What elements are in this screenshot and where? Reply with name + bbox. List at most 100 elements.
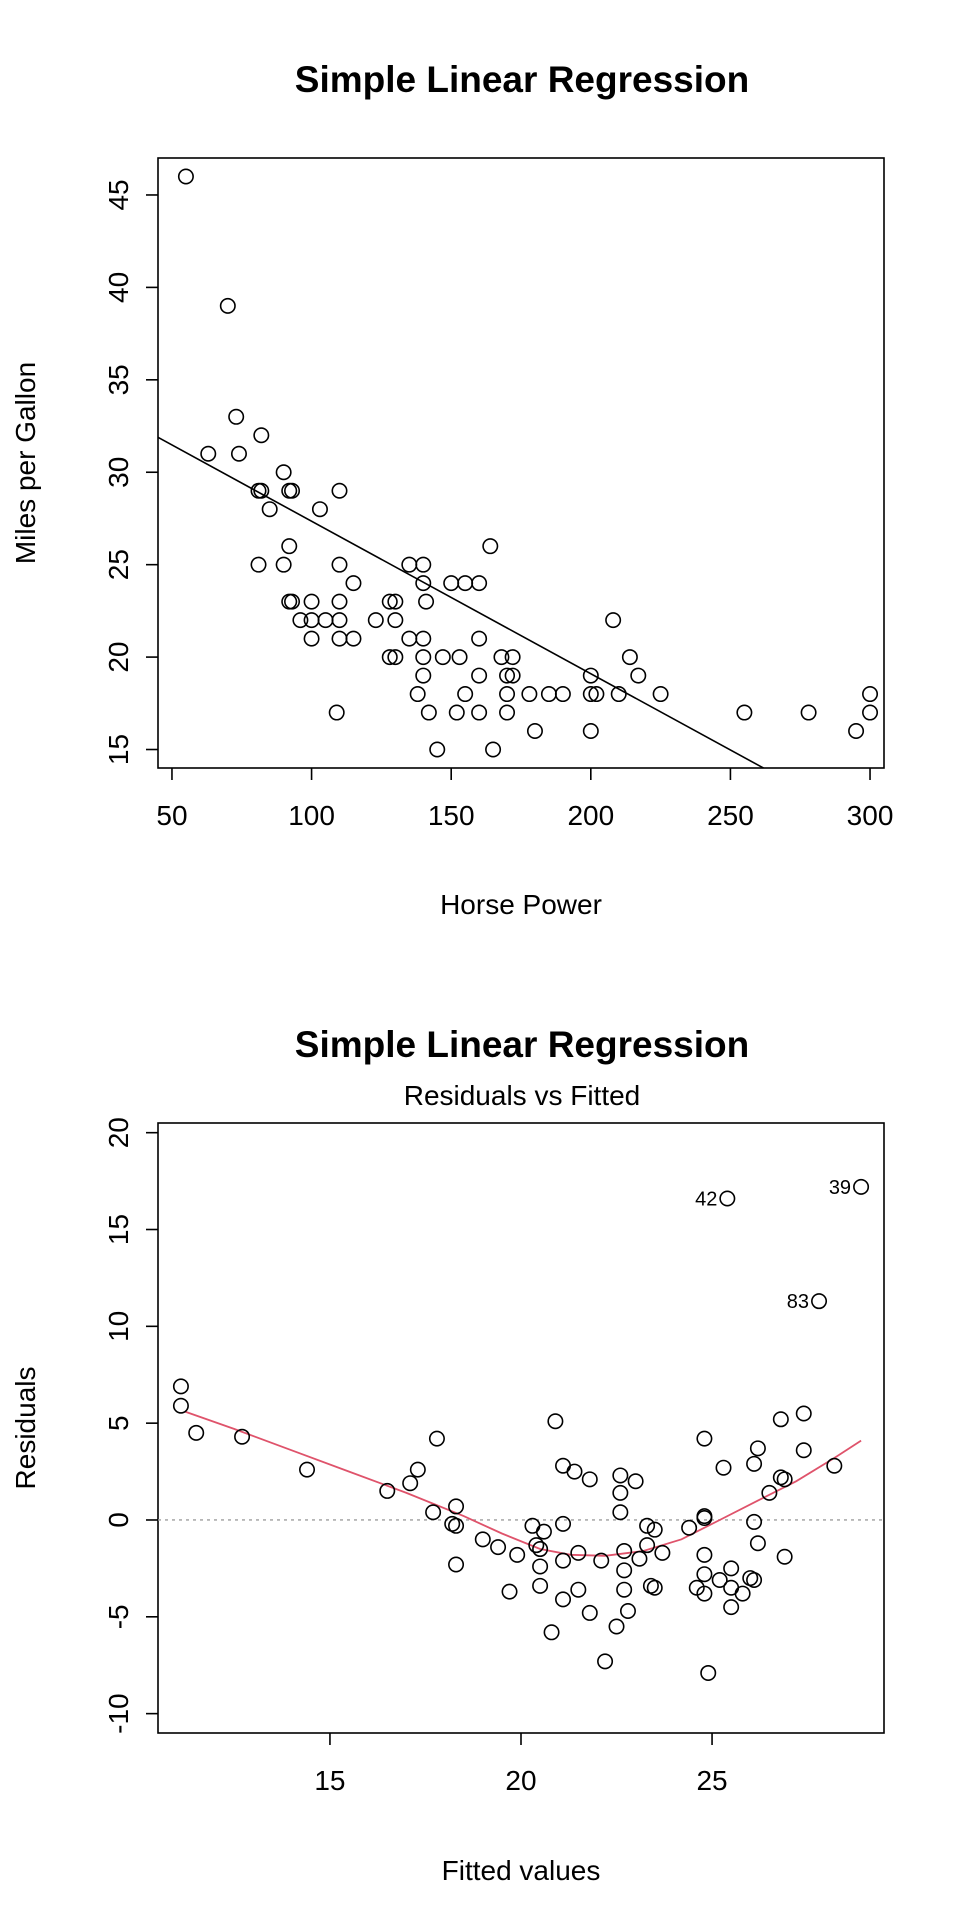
data-point bbox=[639, 1537, 656, 1554]
y-tick-label: 5 bbox=[103, 1415, 134, 1431]
data-point bbox=[345, 575, 362, 592]
data-point bbox=[284, 482, 301, 499]
data-point bbox=[582, 723, 599, 740]
data-point bbox=[862, 704, 879, 721]
chart2-title: Simple Linear Regression bbox=[295, 1024, 749, 1065]
data-point bbox=[555, 1591, 572, 1608]
data-point bbox=[540, 686, 557, 703]
data-point bbox=[811, 1293, 828, 1310]
y-tick-label: 20 bbox=[103, 642, 134, 673]
data-point bbox=[493, 649, 510, 666]
data-point bbox=[200, 445, 217, 462]
point-label: 39 bbox=[829, 1177, 851, 1199]
data-point bbox=[428, 1430, 445, 1447]
data-point bbox=[616, 1562, 633, 1579]
chart2-x-label: Fitted values bbox=[442, 1855, 601, 1886]
y-tick-label: 10 bbox=[103, 1311, 134, 1342]
data-point bbox=[715, 1459, 732, 1476]
data-point bbox=[826, 1457, 843, 1474]
data-point bbox=[612, 1484, 629, 1501]
data-point bbox=[331, 482, 348, 499]
data-point bbox=[795, 1442, 812, 1459]
chart1-x-axis: 50 100 150 200 250 300 bbox=[156, 768, 893, 831]
data-point bbox=[696, 1510, 713, 1527]
data-point bbox=[499, 667, 516, 684]
data-point bbox=[593, 1552, 610, 1569]
data-point bbox=[429, 741, 446, 758]
data-point bbox=[627, 1473, 644, 1490]
data-point bbox=[387, 612, 404, 629]
data-point bbox=[749, 1440, 766, 1457]
data-point bbox=[746, 1455, 763, 1472]
data-point bbox=[639, 1517, 656, 1534]
point-label: 42 bbox=[695, 1189, 717, 1211]
data-point bbox=[723, 1599, 740, 1616]
data-point bbox=[570, 1544, 587, 1561]
chart2-y-label: Residuals bbox=[10, 1367, 41, 1490]
data-point bbox=[345, 630, 362, 647]
data-point bbox=[381, 593, 398, 610]
data-point bbox=[367, 612, 384, 629]
data-point bbox=[448, 1556, 465, 1573]
data-point bbox=[535, 1523, 552, 1540]
data-point bbox=[415, 575, 432, 592]
chart1-points bbox=[177, 168, 879, 758]
data-point bbox=[711, 1572, 728, 1589]
chart1-title: Simple Linear Regression bbox=[295, 59, 749, 100]
data-point bbox=[409, 686, 426, 703]
data-point bbox=[275, 464, 292, 481]
data-point bbox=[749, 1535, 766, 1552]
data-point bbox=[471, 575, 488, 592]
data-point bbox=[331, 612, 348, 629]
data-point bbox=[499, 686, 516, 703]
data-point bbox=[554, 686, 571, 703]
residuals-vs-fitted-chart: Simple Linear Regression Residuals vs Fi… bbox=[10, 1024, 885, 1886]
data-point bbox=[504, 649, 521, 666]
data-point bbox=[172, 1378, 189, 1395]
data-point bbox=[379, 1482, 396, 1499]
data-point bbox=[234, 1428, 251, 1445]
data-point bbox=[331, 556, 348, 573]
data-point bbox=[501, 1583, 518, 1600]
data-point bbox=[317, 612, 334, 629]
data-point bbox=[381, 649, 398, 666]
data-point bbox=[499, 704, 516, 721]
y-tick-label: 25 bbox=[103, 549, 134, 580]
data-point bbox=[188, 1424, 205, 1441]
data-point bbox=[761, 1484, 778, 1501]
x-tick-label: 300 bbox=[847, 800, 894, 831]
data-point bbox=[555, 1515, 572, 1532]
data-point bbox=[723, 1560, 740, 1577]
data-point bbox=[253, 427, 270, 444]
data-point bbox=[853, 1178, 870, 1195]
chart1-y-label: Miles per Gallon bbox=[10, 362, 41, 564]
data-point bbox=[800, 704, 817, 721]
data-point bbox=[281, 538, 298, 555]
data-point bbox=[521, 686, 538, 703]
data-point bbox=[490, 1539, 507, 1556]
regression-scatter-chart: Simple Linear Regression 50 100 150 200 250 3… bbox=[10, 59, 893, 920]
data-point bbox=[328, 704, 345, 721]
data-point bbox=[401, 630, 418, 647]
data-point bbox=[471, 667, 488, 684]
data-point bbox=[415, 630, 432, 647]
data-point bbox=[448, 1517, 465, 1534]
data-point bbox=[621, 649, 638, 666]
data-point bbox=[526, 723, 543, 740]
chart2-points bbox=[172, 1178, 870, 1681]
y-tick-label: 45 bbox=[103, 179, 134, 210]
data-point bbox=[581, 1471, 598, 1488]
data-point bbox=[331, 593, 348, 610]
data-point bbox=[616, 1542, 633, 1559]
data-point bbox=[776, 1548, 793, 1565]
data-point bbox=[619, 1603, 636, 1620]
chart2-subtitle: Residuals vs Fitted bbox=[404, 1080, 641, 1111]
y-tick-label: -10 bbox=[103, 1693, 134, 1733]
data-point bbox=[443, 575, 460, 592]
data-point bbox=[474, 1531, 491, 1548]
data-point bbox=[696, 1430, 713, 1447]
data-point bbox=[696, 1546, 713, 1563]
data-point bbox=[448, 1498, 465, 1515]
chart2-x-axis: 15 20 25 bbox=[314, 1733, 728, 1796]
data-point bbox=[734, 1585, 751, 1602]
